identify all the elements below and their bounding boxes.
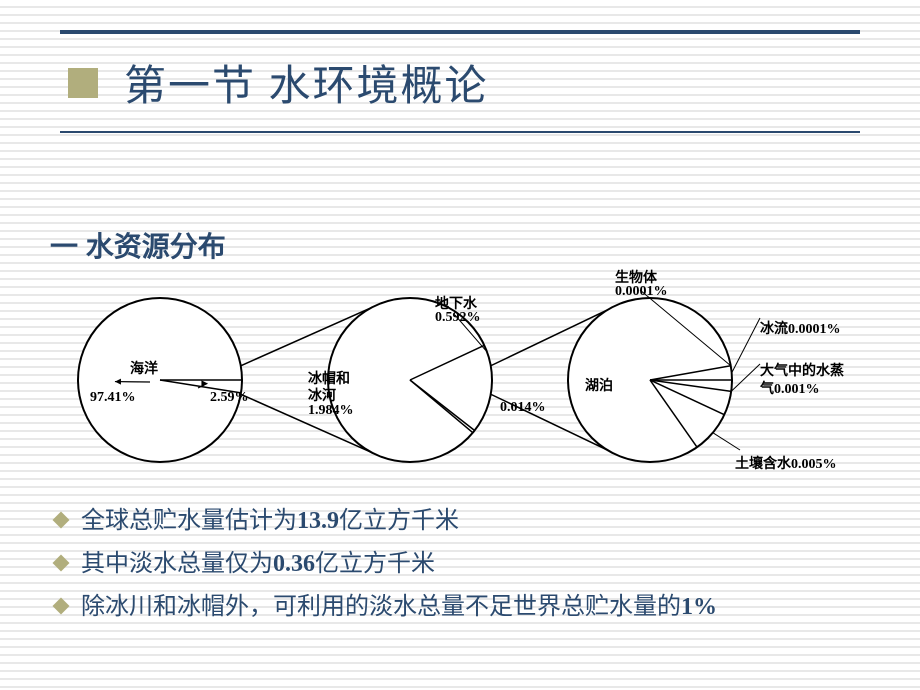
section-subtitle: 一 水资源分布	[50, 225, 226, 265]
title-area: 第一节 水环境概论	[60, 30, 860, 133]
bullet-marker-icon	[53, 512, 70, 529]
chart-label: 海洋	[130, 358, 158, 378]
accent-block	[68, 68, 98, 98]
chart-label: 1.984%	[308, 403, 354, 419]
bullet-list: 全球总贮水量估计为13.9亿立方千米其中淡水总量仅为0.36亿立方千米除冰川和冰…	[55, 500, 717, 630]
rule-top	[60, 30, 860, 34]
bullet-bold: 13.9	[297, 508, 339, 534]
chart-label: 土壤含水0.005%	[735, 453, 837, 473]
bullet-item: 除冰川和冰帽外，可利用的淡水总量不足世界总贮水量的1%	[55, 586, 717, 629]
bullet-item: 其中淡水总量仅为0.36亿立方千米	[55, 543, 717, 586]
chart-label: 冰河	[308, 385, 336, 405]
page-title: 第一节 水环境概论	[124, 52, 489, 113]
chart-label: 湖泊	[585, 375, 613, 395]
chart-label: 0.592%	[435, 310, 481, 326]
chart-label: 97.41%	[90, 390, 136, 406]
bullet-bold: 1%	[681, 594, 717, 620]
chart-label: 气0.001%	[760, 378, 820, 398]
water-distribution-diagram: 海洋97.41%2.59%地下水0.592%冰帽和冰河1.984%0.014%湖…	[40, 260, 890, 480]
chart-label: 大气中的水蒸	[760, 360, 844, 380]
chart-label: 0.014%	[500, 400, 546, 416]
bullet-marker-icon	[53, 598, 70, 615]
rule-bottom	[60, 131, 860, 133]
bullet-marker-icon	[53, 555, 70, 572]
chart-label: 0.0001%	[615, 284, 668, 300]
chart-label: 2.59%	[210, 390, 249, 406]
bullet-item: 全球总贮水量估计为13.9亿立方千米	[55, 500, 717, 543]
title-row: 第一节 水环境概论	[60, 40, 860, 131]
bullet-bold: 0.36	[273, 551, 315, 577]
chart-label: 冰流0.0001%	[760, 318, 841, 338]
